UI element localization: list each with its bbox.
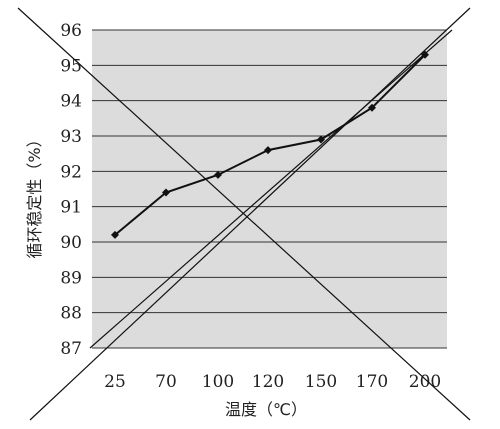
- data-points: [111, 50, 429, 239]
- y-axis-title: 循环稳定性（%）: [25, 131, 44, 258]
- x-axis-title: 温度（℃）: [225, 400, 307, 419]
- y-tick-label: 91: [60, 198, 82, 218]
- y-tick-label: 95: [60, 56, 82, 76]
- x-tick-label: 150: [305, 372, 337, 392]
- cross-out-line-a: [17, 7, 471, 421]
- y-tick-label: 90: [60, 233, 82, 253]
- data-point-70: [162, 188, 170, 197]
- x-tick-label: 100: [202, 372, 234, 392]
- data-point-25: [111, 230, 119, 239]
- data-point-100: [214, 170, 222, 179]
- data-point-150: [317, 135, 325, 144]
- y-tick-label: 87: [60, 339, 82, 359]
- x-tick-label: 70: [155, 372, 177, 392]
- gridlines: [92, 29, 447, 349]
- y-tick-label: 88: [60, 304, 82, 324]
- data-point-170: [368, 103, 376, 112]
- y-tick-label: 94: [60, 92, 82, 112]
- trend-line: [89, 29, 453, 349]
- x-tick-label: 170: [356, 372, 388, 392]
- x-tick-label: 25: [104, 372, 126, 392]
- cross-out-line-b: [29, 7, 471, 421]
- plot-area: [92, 30, 447, 348]
- y-tick-label: 89: [60, 268, 82, 288]
- y-tick-labels: 87 88 89 90 91 92 93 94 95 96: [60, 21, 82, 359]
- y-tick-label: 93: [60, 127, 82, 147]
- y-tick-label: 96: [60, 21, 82, 41]
- x-tick-label: 120: [252, 372, 284, 392]
- data-point-120: [264, 146, 272, 155]
- x-tick-labels: 25 70 100 120 150 170 200: [104, 372, 441, 392]
- y-tick-label: 92: [60, 162, 82, 182]
